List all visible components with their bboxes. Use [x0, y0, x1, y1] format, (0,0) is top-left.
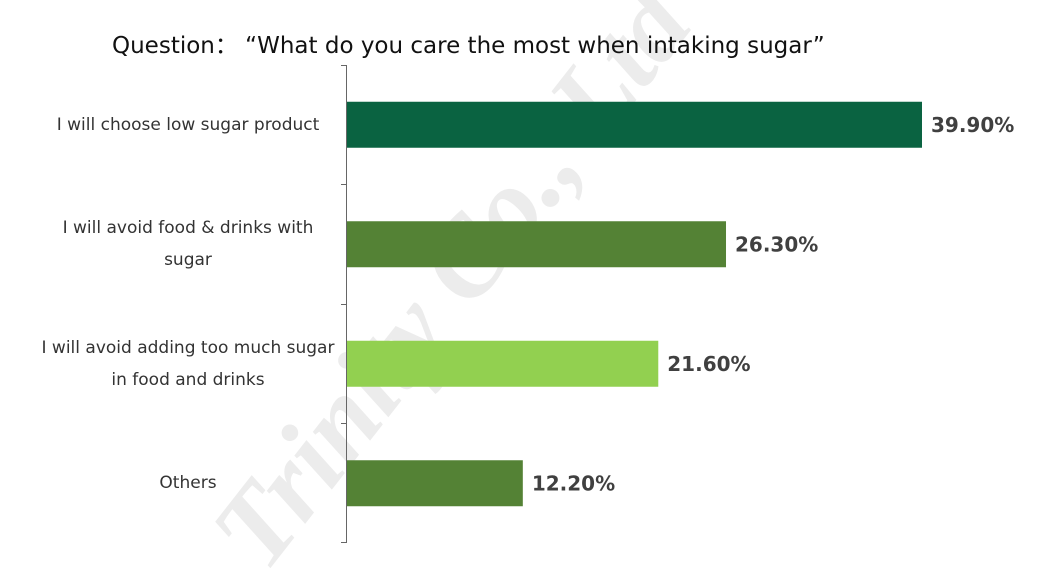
value-label: 39.90%	[931, 113, 1014, 137]
value-label: 26.30%	[735, 232, 818, 256]
chart-title: Question： “What do you care the most whe…	[112, 33, 825, 59]
bar	[347, 101, 922, 148]
category-label: I will choose low sugar product	[56, 114, 320, 135]
category-label: I will avoid food & drinks with sugar	[62, 218, 314, 271]
bar	[347, 340, 659, 387]
category-label: I will avoid adding too much sugar in fo…	[41, 337, 335, 390]
bar	[347, 221, 727, 268]
value-label: 21.60%	[667, 352, 750, 376]
value-label: 12.20%	[532, 471, 615, 495]
category-label: Others	[159, 473, 217, 494]
bar	[347, 460, 523, 507]
